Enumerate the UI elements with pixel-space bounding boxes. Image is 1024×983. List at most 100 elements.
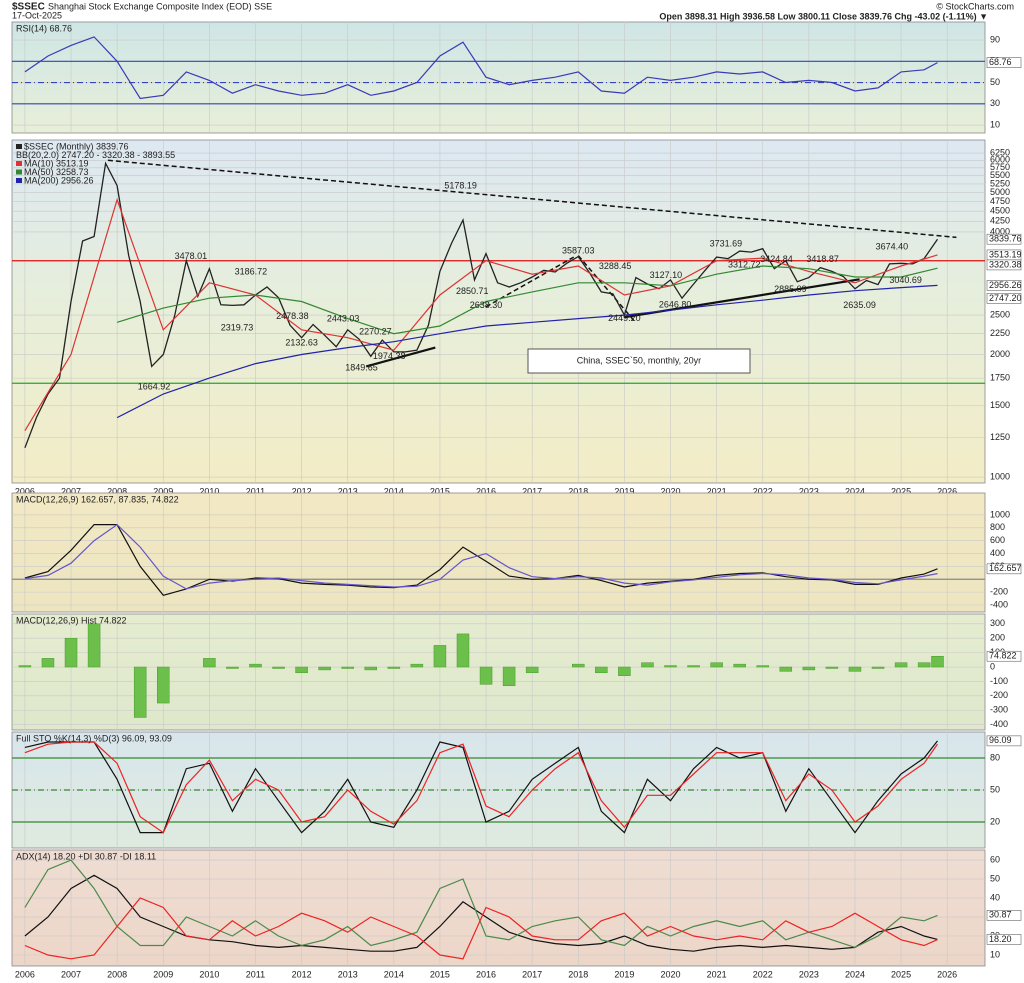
value-box-label: 74.822 — [989, 651, 1017, 661]
histogram-bar — [272, 666, 285, 669]
y-tick-label: 300 — [990, 618, 1005, 628]
x-tick-label: 2010 — [199, 486, 219, 496]
series-line — [24, 740, 938, 834]
series-line — [116, 284, 938, 419]
y-tick-label: 80 — [990, 752, 1000, 762]
x-tick-label: 2006 — [15, 969, 35, 979]
value-box-label: 3513.19 — [989, 249, 1022, 259]
x-tick-label: 2017 — [522, 486, 542, 496]
y-tick-label: 2000 — [990, 349, 1010, 359]
series-line — [24, 197, 938, 432]
trendline — [107, 159, 957, 239]
histogram-bar — [456, 633, 470, 668]
histogram-bar — [318, 666, 331, 671]
price-annotation: 2646.80 — [659, 299, 692, 309]
histogram-bar — [848, 666, 862, 672]
x-tick-label: 2013 — [338, 486, 358, 496]
price-annotation: 3478.01 — [175, 251, 208, 261]
histogram-bar — [364, 666, 378, 671]
x-tick-label: 2007 — [61, 486, 81, 496]
credit: © StockCharts.com — [936, 1, 1014, 11]
x-tick-label: 2010 — [199, 969, 219, 979]
y-tick-label: 1250 — [990, 432, 1010, 442]
y-tick-label: -100 — [990, 676, 1008, 686]
histogram-bar — [249, 663, 262, 668]
x-tick-label: 2025 — [891, 969, 911, 979]
y-tick-label: 50 — [990, 873, 1000, 883]
panel-background — [11, 492, 986, 613]
x-tick-label: 2013 — [338, 969, 358, 979]
y-tick-label: 0 — [990, 661, 995, 671]
y-tick-label: 10 — [990, 119, 1000, 129]
panel: 2006 2007 2008 2009 2010 2011 2012 2013 2014 2015… — [12, 850, 1022, 979]
series-line — [116, 265, 938, 335]
x-tick-label: 2008 — [107, 969, 127, 979]
trendline — [365, 346, 436, 368]
price-annotation: 2443.03 — [327, 314, 360, 324]
histogram-bar — [479, 666, 493, 685]
y-tick-label: -200 — [990, 690, 1008, 700]
y-tick-label: 5250 — [990, 178, 1010, 188]
x-tick-label: 2021 — [707, 969, 727, 979]
histogram-bar — [226, 666, 239, 669]
y-tick-label: -400 — [990, 599, 1008, 609]
x-tick-label: 2022 — [753, 486, 773, 496]
panel-background — [11, 139, 986, 484]
value-box-label: 3320.38 — [989, 259, 1022, 269]
price-annotation: 1974.38 — [373, 351, 406, 361]
value-box — [986, 934, 1022, 945]
legend-text: BB(20,2.0) 2747.20 - 3320.38 - 3893.55 — [16, 150, 175, 160]
x-tick-label: 2021 — [707, 486, 727, 496]
y-tick-label: 5000 — [990, 187, 1010, 197]
histogram-bar — [433, 645, 447, 668]
value-box-label: 162.657 — [989, 563, 1022, 573]
histogram-bar — [802, 666, 816, 671]
x-tick-label: 2019 — [614, 486, 634, 496]
price-annotation: 3288.45 — [599, 261, 632, 271]
panel-title: Full STO %K(14,3) %D(3) 96.09, 93.09 — [16, 733, 172, 743]
histogram-bar — [733, 663, 746, 668]
histogram-bar — [931, 655, 944, 668]
panel: 80 50 20 Full STO %K(14,3) %D(3) 96.09, 93.… — [12, 732, 1022, 848]
x-tick-label: 2025 — [891, 486, 911, 496]
y-tick-label: 20 — [990, 816, 1000, 826]
y-tick-label: 5750 — [990, 162, 1010, 172]
x-tick-label: 2008 — [107, 486, 127, 496]
price-annotation: 2270.27 — [359, 326, 392, 336]
note-box — [527, 348, 751, 374]
histogram-bar — [618, 666, 631, 676]
histogram-bar — [871, 666, 885, 669]
x-tick-label: 2016 — [476, 486, 496, 496]
symbol: $SSEC — [12, 2, 45, 13]
legend-swatch — [16, 144, 22, 149]
histogram-bar — [595, 666, 608, 674]
histogram-bar — [133, 666, 147, 718]
date: 17-Oct-2025 — [12, 10, 62, 20]
histogram-bar — [341, 666, 354, 669]
x-tick-label: 2011 — [246, 486, 265, 496]
value-box — [986, 563, 1022, 575]
x-tick-label: 2024 — [845, 969, 865, 979]
x-tick-label: 2009 — [153, 486, 173, 496]
histogram-bar — [779, 666, 793, 672]
x-tick-label: 2026 — [937, 486, 957, 496]
legend-swatch — [16, 161, 22, 166]
quote: Open 3898.31 High 3936.58 Low 3800.11 Cl… — [659, 11, 988, 21]
series-line — [24, 523, 938, 590]
y-tick-label: 2500 — [990, 309, 1010, 319]
x-tick-label: 2026 — [937, 969, 957, 979]
panel: 3002001000-100-200-300-400MACD(12,26,9) … — [12, 614, 1022, 730]
x-tick-label: 2012 — [292, 969, 312, 979]
series-line — [24, 741, 938, 834]
histogram-bar — [525, 666, 539, 674]
x-tick-label: 2012 — [292, 486, 312, 496]
y-tick-label: 40 — [990, 892, 1000, 902]
series-line — [24, 36, 938, 100]
histogram-bar — [410, 663, 424, 668]
histogram-bar — [387, 666, 401, 669]
histogram-bar — [572, 663, 585, 668]
legend-text: $SSEC (Monthly) 3839.76 — [24, 141, 129, 151]
value-box — [986, 910, 1022, 921]
legend-swatch — [16, 169, 22, 175]
